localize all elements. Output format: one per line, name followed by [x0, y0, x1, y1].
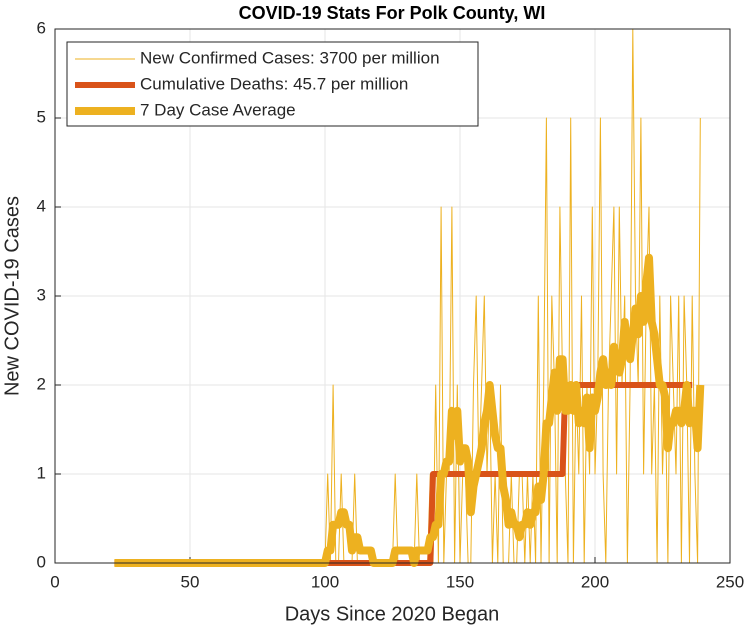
- x-axis-label: Days Since 2020 Began: [285, 603, 500, 625]
- y-tick-label: 4: [37, 196, 46, 215]
- x-tick-label: 250: [716, 572, 744, 591]
- y-tick-label: 6: [37, 18, 46, 37]
- legend-label: Cumulative Deaths: 45.7 per million: [140, 74, 408, 93]
- x-tick-label: 50: [181, 572, 200, 591]
- y-tick-label: 0: [37, 552, 46, 571]
- legend-box: [66, 41, 479, 127]
- x-tick-label: 150: [446, 572, 474, 591]
- y-tick-label: 5: [37, 107, 46, 126]
- y-axis-label: New COVID-19 Cases: [1, 196, 23, 396]
- y-tick-label: 2: [37, 374, 46, 393]
- y-tick-label: 3: [37, 285, 46, 304]
- legend-label: 7 Day Case Average: [140, 100, 296, 119]
- x-tick-label: 200: [581, 572, 609, 591]
- x-tick-label: 100: [311, 572, 339, 591]
- legend-label: New Confirmed Cases: 3700 per million: [140, 48, 440, 67]
- axes-box: [54, 28, 731, 564]
- y-tick-label: 1: [37, 463, 46, 482]
- x-tick-label: 0: [50, 572, 59, 591]
- chart-title: COVID-19 Stats For Polk County, WI: [239, 3, 546, 23]
